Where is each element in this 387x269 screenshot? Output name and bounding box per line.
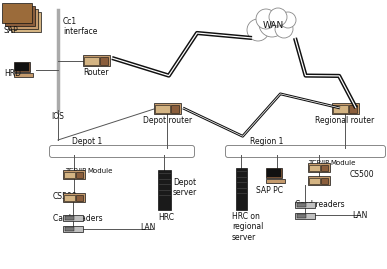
Bar — [65, 216, 74, 220]
Bar — [63, 170, 85, 179]
Bar — [8, 9, 38, 29]
Bar — [15, 63, 29, 70]
Text: CS500: CS500 — [350, 170, 375, 179]
Bar — [308, 176, 330, 185]
FancyBboxPatch shape — [50, 146, 195, 158]
Bar — [11, 12, 41, 32]
Bar — [83, 55, 110, 66]
Circle shape — [256, 9, 276, 29]
Bar — [295, 213, 315, 219]
FancyBboxPatch shape — [226, 146, 385, 158]
Text: Regional router: Regional router — [315, 116, 375, 125]
Bar — [63, 226, 83, 232]
Bar — [5, 6, 35, 26]
Text: TCP/IP: TCP/IP — [308, 160, 329, 166]
Bar — [2, 3, 32, 23]
Circle shape — [247, 19, 269, 41]
Text: Module: Module — [330, 160, 355, 166]
Bar — [267, 169, 281, 177]
Bar — [63, 215, 83, 221]
Text: HRC on
regional
server: HRC on regional server — [232, 212, 264, 242]
Bar — [297, 214, 306, 218]
Text: HRC: HRC — [158, 213, 174, 222]
Bar — [308, 163, 330, 172]
Bar — [309, 178, 320, 183]
Text: CS500: CS500 — [53, 192, 78, 201]
Text: Region 1: Region 1 — [250, 137, 283, 146]
Bar — [76, 172, 83, 178]
Text: Depot 1: Depot 1 — [72, 137, 102, 146]
Bar — [155, 104, 170, 112]
Text: LAN: LAN — [140, 224, 155, 232]
Text: IOS: IOS — [51, 112, 65, 121]
Bar — [14, 73, 33, 77]
Text: LAN: LAN — [352, 211, 367, 220]
Text: Card readers: Card readers — [295, 200, 345, 209]
Bar — [171, 104, 180, 112]
Text: HRD: HRD — [4, 69, 21, 77]
Text: Cc1
interface: Cc1 interface — [63, 17, 98, 36]
Bar — [76, 194, 83, 200]
Text: Router: Router — [84, 68, 109, 77]
Bar — [154, 103, 181, 114]
Bar — [64, 194, 75, 200]
Text: WAN: WAN — [262, 22, 284, 30]
Circle shape — [259, 11, 285, 37]
Bar — [332, 103, 359, 114]
Bar — [65, 227, 74, 231]
Bar — [309, 165, 320, 171]
Text: TCP/IP: TCP/IP — [65, 168, 86, 174]
Bar — [100, 56, 108, 65]
Bar — [321, 165, 328, 171]
Text: Card readers: Card readers — [53, 214, 103, 223]
Bar — [84, 56, 99, 65]
Bar — [64, 172, 75, 178]
Bar — [321, 178, 328, 183]
Text: Module: Module — [87, 168, 112, 174]
Bar — [158, 170, 171, 210]
Text: Depot router: Depot router — [143, 116, 192, 125]
Circle shape — [275, 20, 293, 38]
Bar — [266, 179, 285, 183]
Circle shape — [269, 8, 287, 26]
Bar — [14, 62, 30, 72]
Text: SAP: SAP — [4, 26, 19, 35]
Text: Depot
server: Depot server — [173, 178, 197, 197]
Bar — [236, 168, 247, 210]
Bar — [297, 203, 306, 207]
Text: SAP PC: SAP PC — [257, 186, 284, 195]
Circle shape — [280, 12, 296, 28]
Bar — [295, 202, 315, 208]
Bar — [266, 168, 282, 178]
Bar — [349, 104, 357, 112]
Bar — [63, 193, 85, 202]
Bar — [333, 104, 348, 112]
